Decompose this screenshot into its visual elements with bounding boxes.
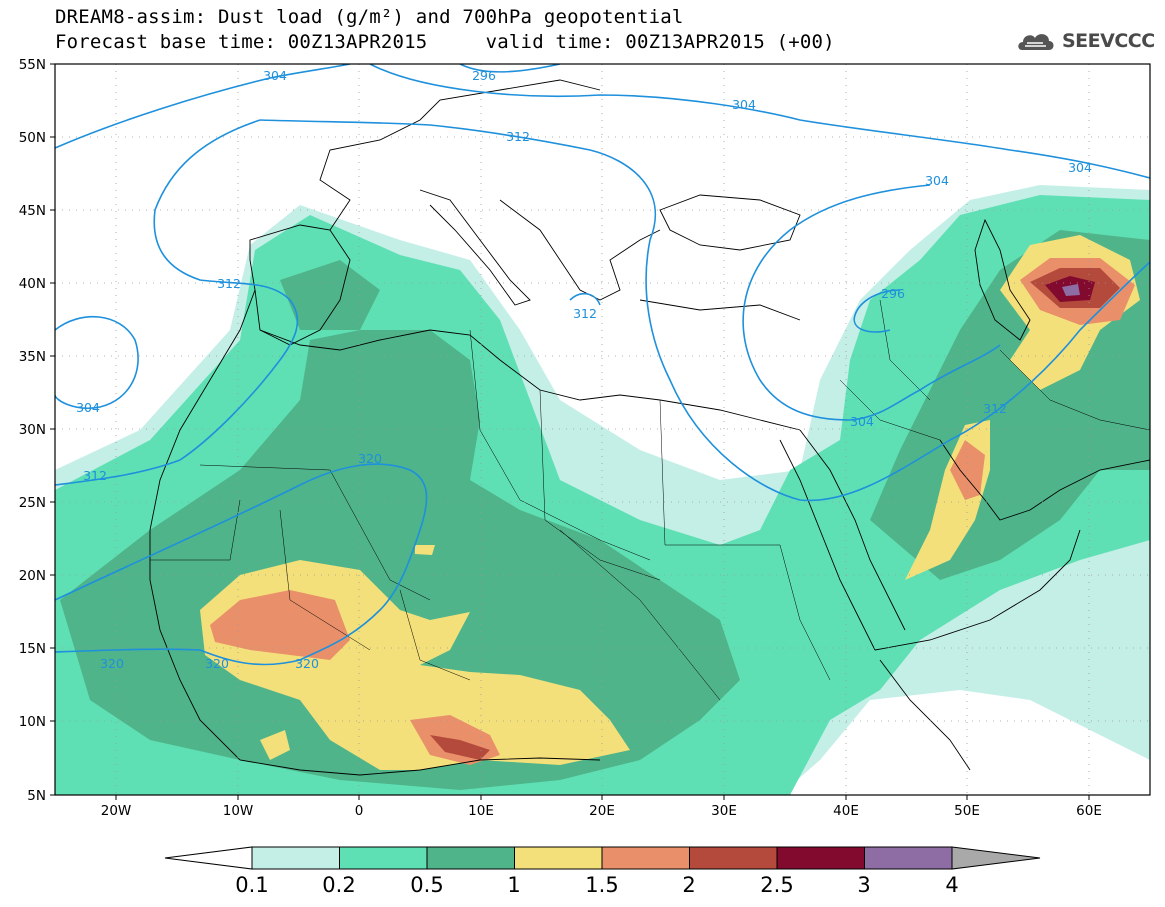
title-line-1: DREAM8-assim: Dust load (g/m²) and 700hP… (55, 6, 684, 28)
colorbar-end-left (164, 846, 253, 870)
contour-label: 304 (76, 400, 100, 415)
dust-shading (55, 185, 1150, 795)
longitude-labels: 20W 10W 0 10E 20E 30E 40E 50E 60E (101, 803, 1102, 819)
lat-label: 20N (19, 568, 46, 584)
colorbar-tick-label: 0.5 (410, 873, 443, 897)
coastlines (149, 79, 1150, 776)
colorbar-segment (864, 846, 953, 870)
country-borders (150, 299, 1150, 701)
lon-label: 60E (1076, 803, 1102, 819)
title-line-2: Forecast base time: 00Z13APR2015 valid t… (55, 31, 835, 53)
logo-text: SEEVCCC (1062, 30, 1155, 52)
contour-label: 304 (925, 173, 949, 188)
contour-label: 296 (881, 286, 905, 301)
contour-304-east (742, 184, 1001, 421)
colorbar-end-right (951, 846, 1041, 870)
contour-312-greece (569, 292, 601, 306)
lat-label: 25N (19, 495, 46, 511)
dust-level-0.5 (60, 330, 740, 790)
contour-312-europe (259, 119, 1150, 502)
lat-label: 30N (19, 422, 46, 438)
lat-label: 40N (19, 276, 46, 292)
dust-level-1d (260, 730, 290, 760)
dust-level-1.5c (950, 440, 985, 500)
lat-label: 15N (19, 641, 46, 657)
contour-296-north (459, 64, 561, 73)
lat-label: 55N (19, 57, 46, 73)
cloud-logo-icon (1018, 34, 1054, 50)
contour-304-north (55, 64, 351, 149)
lat-label: 5N (27, 788, 46, 804)
lat-label: 50N (19, 130, 46, 146)
latitude-labels: 55N 50N 45N 40N 35N 30N 25N 20N 15N 10N … (19, 57, 46, 804)
colorbar-tick-label: 0.1 (235, 873, 268, 897)
contour-296-east (853, 289, 901, 333)
lat-label: 45N (19, 203, 46, 219)
colorbar-segment (514, 846, 603, 870)
lon-label: 20W (101, 803, 132, 819)
axis-ticks (50, 63, 1090, 800)
contour-label: 312 (573, 306, 597, 321)
contour-312-atlantic (55, 119, 299, 486)
colorbar-segment (426, 846, 515, 870)
contour-label: 320 (100, 656, 124, 671)
contour-label: 304 (1068, 160, 1092, 175)
contour-label: 304 (263, 68, 287, 83)
gridlines (55, 64, 1150, 795)
colorbar-segment (776, 846, 865, 870)
lon-label: 20E (589, 803, 615, 819)
colorbar-tick-label: 2.5 (760, 873, 793, 897)
colorbar-segment (601, 846, 690, 870)
dust-level-1.5 (210, 590, 350, 660)
lon-label: 0 (355, 803, 364, 819)
colorbar-tick-label: 3 (857, 873, 870, 897)
colorbar-tick-label: 0.2 (322, 873, 355, 897)
contour-label: 312 (506, 129, 530, 144)
lon-label: 10E (468, 803, 494, 819)
contour-304-low (55, 315, 139, 409)
contour-label: 304 (850, 414, 874, 429)
contour-label: 312 (983, 401, 1007, 416)
dust-level-1e (415, 545, 435, 555)
colorbar-segment (689, 846, 778, 870)
lat-label: 10N (19, 714, 46, 730)
lon-label: 50E (954, 803, 980, 819)
colorbar-tick-label: 4 (945, 873, 958, 897)
contour-label: 312 (217, 276, 241, 291)
lat-label: 35N (19, 349, 46, 365)
dust-level-3 (1062, 284, 1080, 296)
contour-label: 320 (295, 656, 319, 671)
lon-label: 40E (833, 803, 859, 819)
contour-labels: 304 296 304 312 312 312 304 304 296 304 … (76, 68, 1092, 671)
dust-level-2 (430, 735, 490, 760)
contour-320 (55, 463, 428, 666)
colorbar-segment (339, 846, 428, 870)
contour-label: 304 (732, 97, 756, 112)
geopotential-contours (55, 64, 1150, 666)
colorbar-tick-label: 1 (507, 873, 520, 897)
colorbar: 0.1 0.2 0.5 1 1.5 2 2.5 3 4 (164, 846, 1041, 897)
colorbar-segment (251, 846, 340, 870)
contour-304-europe (369, 64, 1150, 179)
contour-label: 320 (205, 656, 229, 671)
contour-label: 312 (83, 468, 107, 483)
lon-label: 30E (711, 803, 737, 819)
colorbar-tick-label: 1.5 (585, 873, 618, 897)
contour-label: 296 (472, 68, 496, 83)
lon-label: 10W (223, 803, 254, 819)
colorbar-tick-label: 2 (682, 873, 695, 897)
contour-label: 320 (358, 451, 382, 466)
dust-level-0.5c (280, 260, 380, 330)
